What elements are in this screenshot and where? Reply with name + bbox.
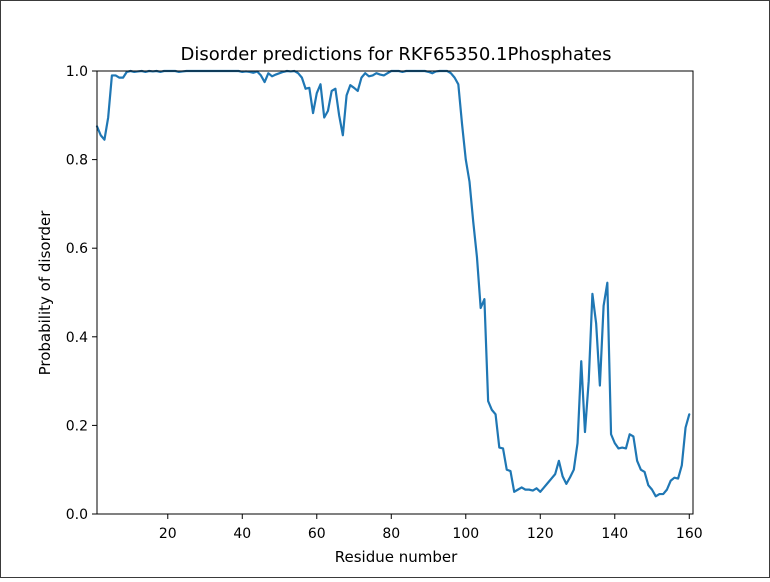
y-axis-ticks: 0.0 0.2 0.4 0.6 0.8 1.0 [66,64,97,523]
x-tick-label: 20 [159,526,177,542]
x-tick-label: 140 [601,526,628,542]
y-tick-label: 0.2 [66,418,88,434]
y-tick-label: 0.8 [66,153,88,169]
x-axis-label: Residue number [335,548,458,566]
x-axis-ticks: 20 40 60 80 100 120 140 160 [159,514,703,542]
series-layer [97,71,689,496]
x-tick-label: 100 [452,526,479,542]
x-tick-label: 60 [308,526,326,542]
x-tick-label: 80 [382,526,400,542]
y-tick-label: 0.6 [66,241,88,257]
x-tick-label: 160 [676,526,703,542]
x-tick-label: 40 [233,526,251,542]
y-tick-label: 0.4 [66,330,88,346]
y-tick-label: 1.0 [66,64,88,80]
chart-title: Disorder predictions for RKF65350.1Phosp… [181,44,612,65]
y-axis-label: Probability of disorder [36,210,54,376]
x-tick-label: 120 [527,526,554,542]
plot-area-frame [97,71,693,514]
disorder-series-line [97,71,689,496]
y-tick-label: 0.0 [66,507,88,523]
